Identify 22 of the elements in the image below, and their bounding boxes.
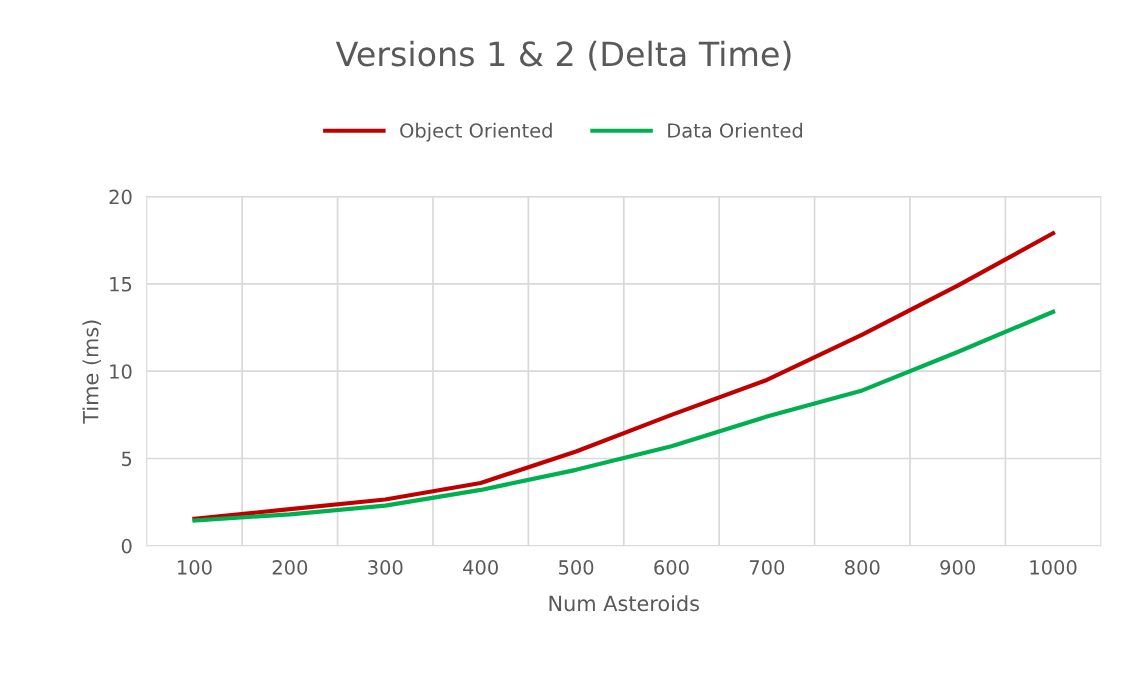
y-tick-label: 10 [110,364,132,379]
y-tick-label: 0 [121,538,132,554]
x-tick-label: 200 [272,560,308,575]
y-tick-label: 5 [122,451,132,467]
line-series [192,309,1056,523]
x-tick-label: 700 [749,560,785,575]
x-tick-label: 300 [368,560,403,575]
y-tick-label: 15 [110,277,132,292]
x-tick-label: 900 [940,560,975,575]
line-series [192,231,1056,521]
y-tick-label: 20 [109,189,132,205]
x-tick-label: 1000 [1030,560,1077,575]
x-tick-label: 100 [178,560,212,575]
x-tick-label: 600 [654,560,689,575]
legend-label: Data Oriented [668,122,803,138]
legend-label: Object Oriented [400,122,552,142]
x-tick-label: 800 [845,560,880,575]
x-axis-title: Num Asteroids [549,595,700,612]
chart-title: Versions 1 & 2 (Delta Time) [335,40,791,71]
x-tick-label: 400 [463,560,498,575]
x-tick-label: 500 [559,560,594,575]
y-axis-title: Time (ms) [82,320,101,424]
